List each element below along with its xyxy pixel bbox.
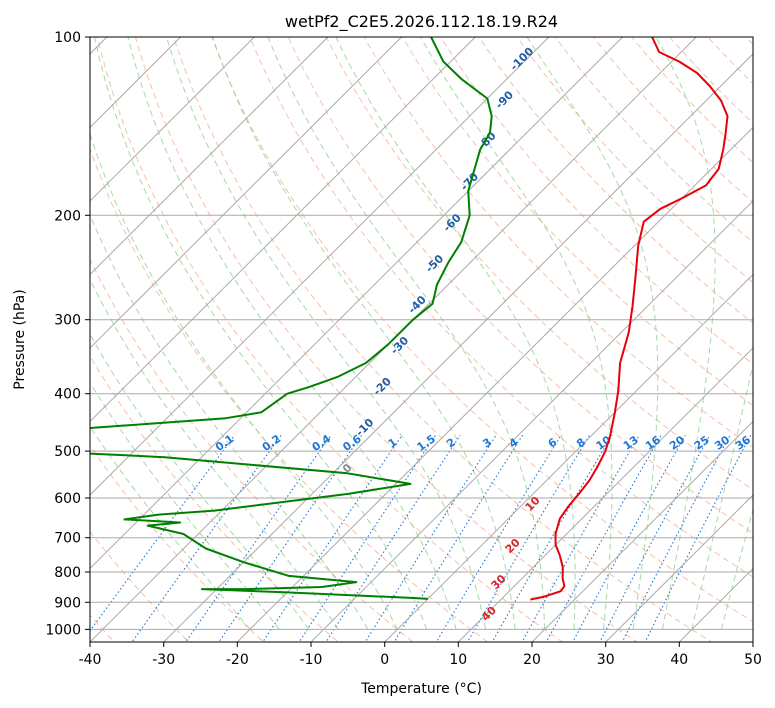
- dry-adiabat: [249, 37, 753, 578]
- moist-adiabat: [691, 361, 753, 630]
- isotherm: [90, 37, 550, 496]
- isotherm: [90, 37, 476, 423]
- profiles: [90, 37, 729, 601]
- dry-adiabat: [401, 37, 753, 407]
- x-tick-label: 10: [449, 652, 467, 668]
- mixing-ratio-line: [545, 434, 662, 642]
- moist-adiabat: [90, 213, 369, 630]
- x-tick-label: 50: [744, 652, 762, 668]
- x-tick-label: -40: [79, 652, 102, 668]
- dry-adiabat: [592, 37, 753, 203]
- y-tick-label: 1000: [45, 622, 81, 638]
- chart-title: wetPf2_C2E5.2026.112.18.19.R24: [285, 12, 558, 32]
- dry-adiabat: [630, 37, 753, 164]
- isotherm: [384, 273, 753, 642]
- isotherm: [90, 37, 255, 202]
- isotherm: [90, 37, 623, 570]
- mixing-ratio-line: [325, 434, 461, 642]
- dry-adiabat: [478, 37, 753, 324]
- temperature-profile: [530, 37, 729, 601]
- x-tick-label: 30: [597, 652, 615, 668]
- x-tick-label: -10: [300, 652, 323, 668]
- isotherm: [310, 200, 753, 642]
- mixing-ratio-line: [185, 434, 332, 642]
- y-axis: 100 200 300 400 500 600 700 800 900 1000: [45, 30, 90, 638]
- y-tick-label: 100: [54, 30, 81, 46]
- moist-adiabat: [335, 37, 576, 630]
- x-tick-label: 0: [380, 652, 389, 668]
- pressure-gridlines: [90, 37, 753, 630]
- dewpoint-profile: [90, 37, 493, 600]
- mixing-ratio-line: [572, 434, 686, 642]
- isotherm: [163, 53, 753, 642]
- x-axis-title: Temperature (°C): [360, 681, 482, 697]
- y-tick-label: 500: [54, 444, 81, 460]
- dry-adiabat: [173, 37, 713, 642]
- isotherm: [90, 37, 402, 349]
- mixing-ratio-line: [599, 434, 711, 642]
- isotherm: [605, 494, 753, 642]
- y-tick-label: 300: [54, 313, 81, 329]
- x-axis: -40 -30 -20 -10 0 10 20 30 40 50: [79, 642, 762, 668]
- dry-adiabat: [90, 258, 414, 642]
- mixing-ratio-line: [435, 434, 562, 642]
- y-tick-label: 700: [54, 531, 81, 547]
- dry-adiabat: [90, 445, 265, 642]
- moist-adiabat: [419, 37, 613, 630]
- moist-adiabat: [655, 37, 716, 630]
- y-tick-label: 900: [54, 595, 81, 611]
- dry-adiabat: [668, 37, 753, 124]
- y-axis-title: Pressure (hPa): [12, 289, 28, 389]
- mixing-ratio-line: [364, 434, 497, 642]
- x-tick-label: 40: [670, 652, 688, 668]
- moist-adiabat: [212, 37, 516, 630]
- moist-adiabats: [90, 37, 753, 630]
- mixing-ratio-line: [90, 434, 236, 632]
- x-tick-label: -30: [152, 652, 175, 668]
- dry-adiabat: [96, 37, 564, 642]
- x-tick-label: 20: [523, 652, 541, 668]
- moist-adiabat: [90, 381, 280, 630]
- moist-adiabat: [127, 37, 457, 630]
- moist-adiabat: [166, 37, 487, 630]
- isotherm: [531, 420, 753, 642]
- moist-adiabat: [94, 37, 428, 630]
- isotherm: [90, 37, 329, 276]
- y-tick-label: 200: [54, 208, 81, 224]
- dry-adiabat: [440, 37, 753, 365]
- mixing-ratio-line: [621, 434, 731, 642]
- isotherm: [236, 126, 753, 642]
- y-tick-label: 800: [54, 565, 81, 581]
- dry-adiabat: [287, 37, 753, 534]
- dry-adiabat: [134, 37, 638, 642]
- isotherm: [457, 347, 753, 642]
- mixing-ratio-line: [393, 434, 524, 642]
- moist-adiabat: [90, 425, 251, 630]
- dry-adiabats: [90, 37, 753, 642]
- moist-adiabat: [720, 508, 753, 630]
- plot-frame: [89, 36, 754, 643]
- mixing-ratio-line: [131, 434, 282, 642]
- x-tick-label: -20: [226, 652, 249, 668]
- dry-adiabat: [211, 37, 753, 623]
- y-tick-label: 600: [54, 491, 81, 507]
- dry-adiabat: [325, 37, 753, 491]
- moist-adiabat: [267, 37, 546, 630]
- dry-adiabat: [90, 147, 489, 642]
- y-tick-label: 400: [54, 387, 81, 403]
- mixing-ratio-line: [521, 434, 640, 642]
- plot-area: 0.1 0.2 0.4 0.6 1 1.5 2 3 4 6 8 10 13 16 20 25 30 36-100-…: [90, 37, 753, 642]
- moist-adiabat: [526, 37, 659, 630]
- mixing-ratio-line: [644, 434, 752, 642]
